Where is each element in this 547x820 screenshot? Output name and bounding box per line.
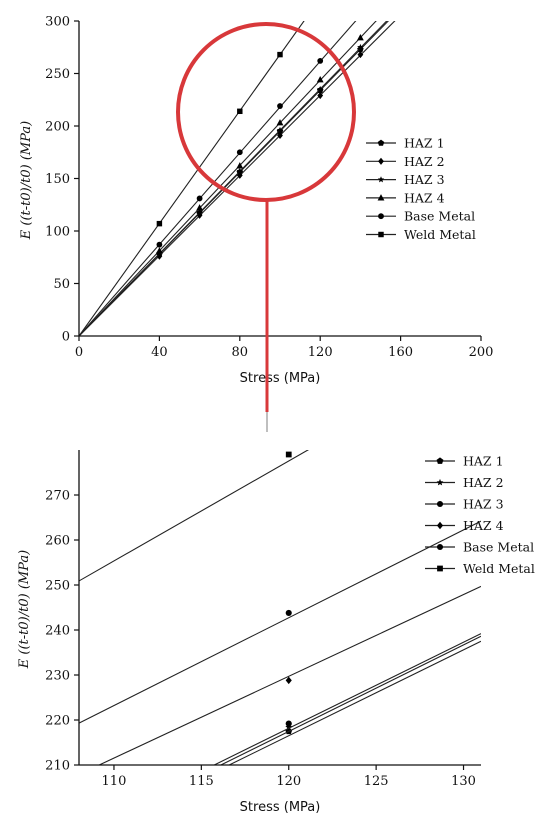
legend-item: HAZ 3 [425,497,504,512]
x-axis-label: Stress (MPa) [240,371,321,386]
legend-marker [437,501,443,507]
legend-label: HAZ 4 [463,518,504,533]
x-tick-label: 130 [451,774,476,789]
legend-marker [437,544,443,550]
y-tick-label: 250 [45,67,70,82]
data-point [277,52,282,57]
x-tick-label: 125 [364,774,389,789]
y-axis-label: E ((t-t0)/t0) (MPa) [17,550,32,669]
legend-item: Base Metal [366,209,475,224]
data-point [286,610,292,616]
legend-marker [437,566,443,572]
legend-label: Weld Metal [463,561,535,576]
y-tick-label: 210 [45,759,70,774]
legend-item: HAZ 4 [366,190,445,205]
legend-marker [378,232,383,237]
y-tick-label: 260 [45,534,70,549]
series-haz-3 [79,634,481,820]
legend-item: HAZ 4 [425,518,504,533]
data-point [237,149,243,155]
legend-label: HAZ 1 [463,454,504,469]
legend-item: Weld Metal [425,561,535,576]
legend-item: HAZ 3 [366,172,445,187]
y-tick-label: 270 [45,489,70,504]
legend-item: HAZ 1 [366,136,445,151]
legend-marker [378,213,384,219]
legend-marker [378,140,384,146]
x-tick-label: 115 [189,774,214,789]
legend-label: HAZ 4 [404,190,445,205]
y-axis-label: E ((t-t0)/t0) (MPa) [19,121,34,240]
data-point [286,721,292,727]
x-tick-label: 120 [276,774,301,789]
y-tick-label: 150 [45,172,70,187]
x-tick-label: 200 [469,345,494,360]
legend-marker [378,176,384,182]
y-tick-label: 250 [45,579,70,594]
y-tick-label: 100 [45,225,70,240]
y-tick-label: 50 [53,277,70,292]
legend: HAZ 1 HAZ 2 HAZ 3 HAZ 4 Base Metal Weld Metal [425,454,535,577]
series-haz-1 [79,641,481,820]
zoom-highlight [178,24,354,432]
series-base-metal [79,521,481,723]
legend-marker [437,457,444,464]
legend-item: Base Metal [425,540,534,555]
data-point [277,103,283,109]
series-line [79,641,481,820]
data-point [157,242,163,248]
legend-label: HAZ 2 [404,154,445,169]
data-point [317,58,323,64]
series-haz-4 [79,586,481,774]
x-tick-label: 80 [232,345,249,360]
legend-marker [437,522,443,530]
y-tick-label: 230 [45,669,70,684]
legend-item: HAZ 2 [366,154,445,169]
legend-label: Base Metal [404,209,475,224]
x-tick-label: 40 [151,345,168,360]
legend-item: HAZ 2 [425,475,504,490]
x-tick-label: 120 [308,345,333,360]
y-tick-label: 240 [45,624,70,639]
legend-item: HAZ 1 [425,454,504,469]
data-point [237,109,242,114]
legend-label: HAZ 2 [463,475,504,490]
series-line [79,586,481,774]
x-axis-label: Stress (MPa) [240,800,321,815]
x-tick-label: 110 [102,774,127,789]
y-tick-label: 300 [45,15,70,30]
legend-label: Base Metal [463,540,534,555]
legend-label: HAZ 3 [404,172,445,187]
legend-marker [437,479,444,486]
legend-label: HAZ 1 [404,136,445,151]
y-tick-label: 0 [62,330,70,345]
series-line [79,521,481,723]
legend-label: HAZ 3 [463,497,504,512]
legend-marker [378,158,384,165]
legend-label: Weld Metal [404,227,476,242]
legend-item: Weld Metal [366,227,476,242]
legend: HAZ 1 HAZ 2 HAZ 3 HAZ 4 Base Metal Weld Metal [366,136,476,243]
chart-1: 0 40 80 120 160 200 0 50 100 150 200 250 300 Stress (… [19,0,493,386]
chart-2: 110 115 120 125 130 210 220 230 240 250 260 270 Stre… [17,351,535,820]
data-point [197,196,203,202]
data-point [157,221,162,226]
x-tick-label: 0 [75,345,83,360]
highlight-circle [178,24,354,200]
y-tick-label: 220 [45,714,70,729]
data-point [286,452,292,458]
x-tick-label: 160 [388,345,413,360]
plot-area [79,351,481,820]
y-tick-label: 200 [45,120,70,135]
series-line [79,634,481,820]
